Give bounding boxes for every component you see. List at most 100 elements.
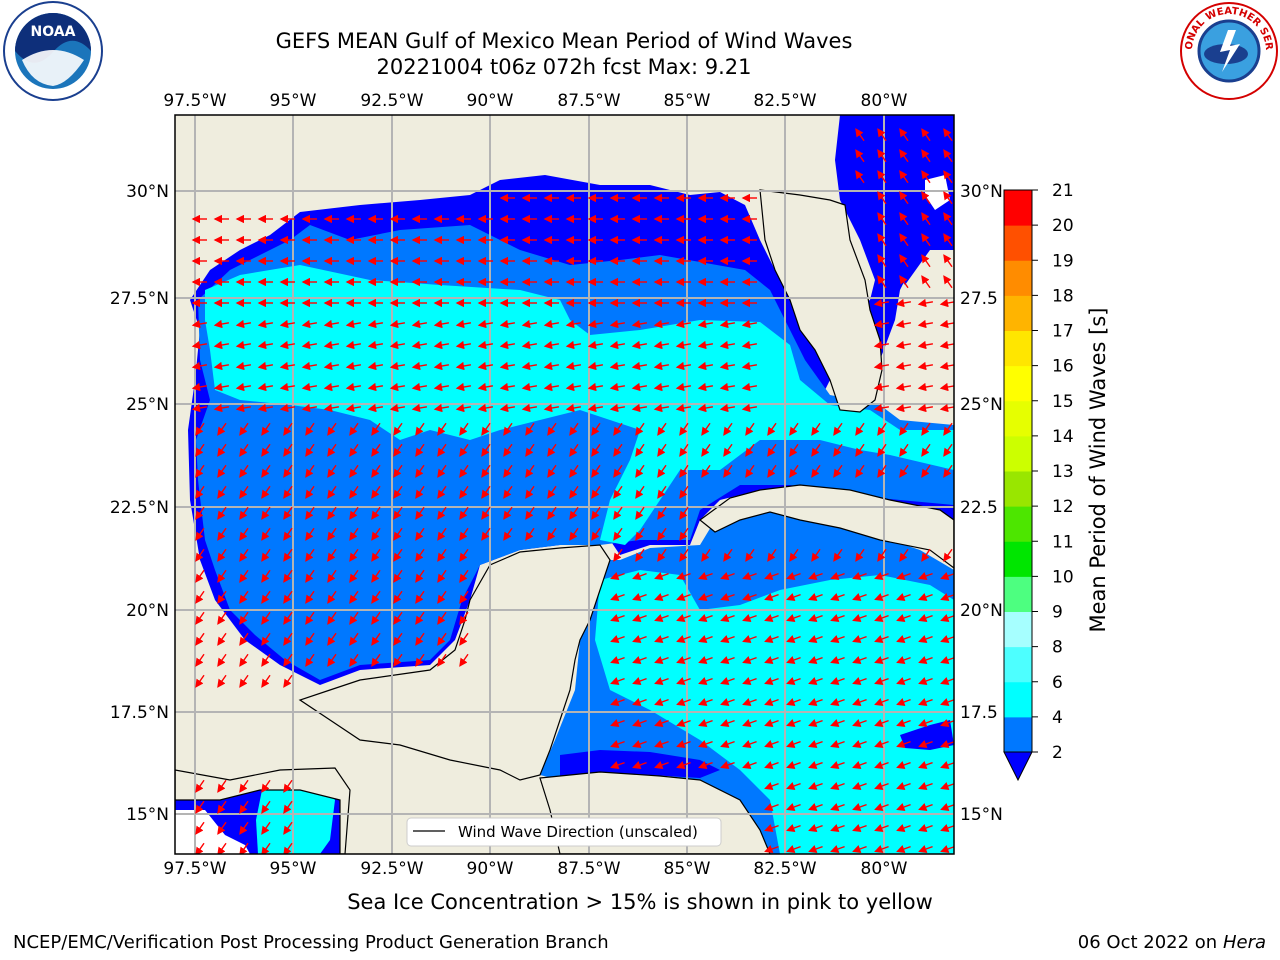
wind-wave-arrow <box>371 464 381 478</box>
wind-wave-arrow <box>195 569 205 583</box>
wind-wave-arrow <box>191 403 208 413</box>
wind-wave-arrow <box>679 464 689 478</box>
wind-wave-arrow <box>808 593 823 601</box>
wind-wave-arrow <box>895 382 912 392</box>
wind-wave-arrow <box>323 361 340 371</box>
wind-wave-arrow <box>852 656 867 664</box>
lat-tick-left: 15°N <box>126 805 169 825</box>
wind-wave-arrow <box>741 382 758 392</box>
run-date: 06 Oct 2022 on Hera <box>1078 932 1266 953</box>
wind-wave-arrow <box>371 569 381 583</box>
wind-wave-arrow <box>613 443 623 457</box>
wind-wave-arrow <box>587 340 604 350</box>
wind-wave-arrow <box>767 422 777 436</box>
wind-wave-arrow <box>657 464 667 478</box>
colorbar-segment <box>1004 190 1032 226</box>
wind-wave-arrow <box>918 761 933 769</box>
wind-wave-arrow <box>808 824 823 832</box>
wind-wave-arrow <box>698 740 713 748</box>
wind-wave-arrow <box>855 170 865 184</box>
wind-wave-arrow <box>610 593 625 601</box>
sea-ice-note: Sea Ice Concentration > 15% is shown in … <box>347 890 933 914</box>
wind-wave-arrow <box>195 611 205 625</box>
wind-wave-arrow <box>389 382 406 392</box>
wind-wave-arrow <box>635 422 645 436</box>
wind-wave-arrow <box>499 361 516 371</box>
wind-wave-arrow <box>653 382 670 392</box>
colorbar-tick-label: 2 <box>1052 743 1063 763</box>
wind-wave-arrow <box>521 361 538 371</box>
wind-wave-arrow <box>283 464 293 478</box>
wind-wave-arrow <box>808 761 823 769</box>
wind-wave-arrow <box>415 464 425 478</box>
wind-wave-arrow <box>940 803 954 811</box>
wind-wave-arrow <box>921 212 931 226</box>
wind-wave-arrow <box>741 340 758 350</box>
wind-wave-arrow <box>610 698 625 706</box>
wind-wave-arrow <box>569 443 579 457</box>
wind-wave-arrow <box>349 506 359 520</box>
wind-wave-arrow <box>613 527 623 541</box>
wind-wave-arrow <box>808 677 823 685</box>
wind-wave-arrow <box>195 548 205 562</box>
colorbar: 2 4 6 8 9 10 11 12 13 14 15 16 17 18 19 20 21 <box>1003 181 1074 782</box>
wind-wave-arrow <box>499 382 516 392</box>
wind-wave-arrow <box>217 779 227 793</box>
wind-wave-arrow <box>940 614 954 622</box>
wind-wave-arrow <box>764 719 779 727</box>
colorbar-tick-label: 15 <box>1052 392 1074 412</box>
colorbar-label: Mean Period of Wind Waves [s] <box>1086 307 1110 633</box>
wind-wave-arrow <box>675 340 692 350</box>
credit-text: NCEP/EMC/Verification Post Processing Pr… <box>13 932 609 953</box>
wind-wave-arrow <box>543 403 560 413</box>
wind-wave-arrow <box>940 761 954 769</box>
wind-wave-arrow <box>852 572 867 580</box>
noaa-logo: NOAA <box>3 1 103 101</box>
wind-wave-arrow <box>481 443 491 457</box>
wind-wave-arrow <box>261 548 271 562</box>
wind-wave-arrow <box>459 548 469 562</box>
wind-wave-arrow <box>521 403 538 413</box>
wind-wave-arrow <box>283 506 293 520</box>
wind-wave-arrow <box>745 443 755 457</box>
wind-wave-arrow <box>257 403 274 413</box>
lat-tick-left: 30°N <box>126 182 169 202</box>
wind-wave-arrow <box>943 233 953 247</box>
wind-wave-arrow <box>301 361 318 371</box>
wind-wave-arrow <box>719 382 736 392</box>
wind-wave-arrow <box>587 403 604 413</box>
wind-wave-arrow <box>569 485 579 499</box>
wind-wave-arrow <box>217 485 227 499</box>
wind-wave-arrow <box>786 845 801 853</box>
wind-wave-arrow <box>877 233 887 247</box>
wind-wave-arrow <box>543 382 560 392</box>
wind-wave-arrow <box>742 761 757 769</box>
wind-wave-arrow <box>830 740 845 748</box>
wind-wave-arrow <box>830 803 845 811</box>
wind-wave-arrow <box>415 548 425 562</box>
wind-wave-arrow <box>654 761 669 769</box>
wind-wave-arrow <box>764 614 779 622</box>
wind-wave-arrow <box>852 740 867 748</box>
lat-tick-right: 30°N <box>960 182 1003 202</box>
wind-wave-arrow <box>283 569 293 583</box>
wind-wave-arrow <box>217 611 227 625</box>
wind-wave-arrow <box>852 698 867 706</box>
wind-wave-arrow <box>833 548 843 562</box>
wind-wave-arrow <box>698 719 713 727</box>
wind-wave-arrow <box>569 464 579 478</box>
wind-wave-arrow <box>895 340 912 350</box>
wind-wave-arrow <box>195 779 205 793</box>
wind-wave-arrow <box>701 464 711 478</box>
wind-wave-arrow <box>830 845 845 853</box>
wind-wave-arrow <box>808 719 823 727</box>
wind-wave-arrow <box>455 361 472 371</box>
wind-wave-arrow <box>565 340 582 350</box>
wind-wave-arrow <box>873 340 890 350</box>
wind-wave-arrow <box>349 548 359 562</box>
wind-wave-arrow <box>327 632 337 646</box>
wind-wave-arrow <box>874 698 889 706</box>
wind-wave-arrow <box>786 824 801 832</box>
wind-wave-arrow <box>195 674 205 688</box>
wind-wave-arrow <box>217 653 227 667</box>
